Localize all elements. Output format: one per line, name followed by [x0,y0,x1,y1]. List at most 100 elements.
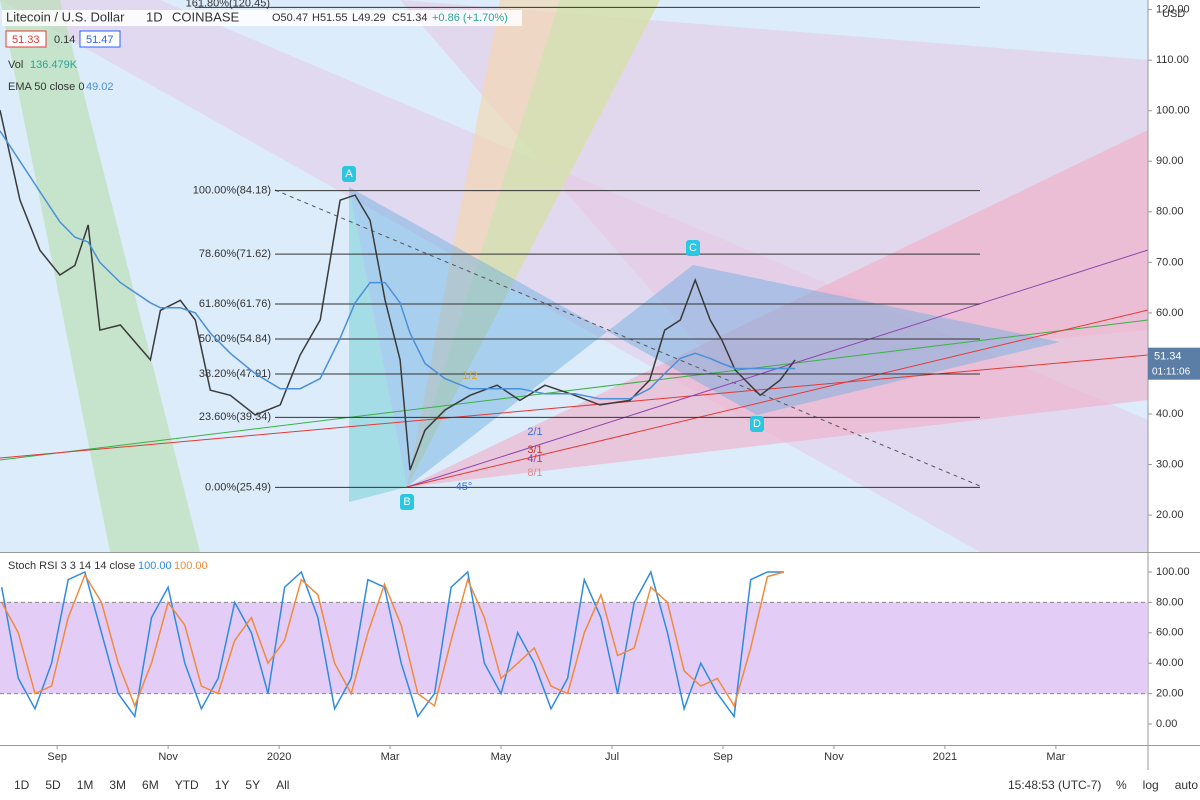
currency: USD [1162,8,1185,20]
y-tick-label: 20.00 [1156,688,1184,700]
volume-label: Vol [8,59,23,71]
ema-label: EMA 50 close 0 [8,81,84,93]
clock-text: 15:48:53 (UTC-7) [1008,778,1102,792]
stoch-d: 100.00 [174,560,208,572]
ask-box [79,30,121,48]
chart-area: Litecoin / U.S. Dollar 1D COINBASE O50.4… [0,0,1200,770]
x-tick-label: Nov [158,751,178,763]
point-badge [750,416,764,432]
point-label: B [403,496,410,508]
y-tick-label: 120.00 [1156,4,1190,16]
x-tick-label: Sep [47,751,67,763]
bid-box [5,30,47,48]
legend-bg [2,10,522,26]
range-button[interactable]: 1D [14,778,30,792]
percent-button[interactable]: % [1116,778,1127,792]
auto-button[interactable]: auto [1174,778,1199,792]
y-tick-label: 80.00 [1156,596,1184,608]
y-tick-label: 40.00 [1156,408,1184,420]
y-tick-label: 70.00 [1156,256,1184,268]
price-tag [1148,347,1200,380]
stoch-band [0,602,1148,694]
point-label: D [753,418,761,430]
y-tick-label: 20.00 [1156,509,1184,521]
countdown: 01:11:06 [1152,366,1191,377]
log-button[interactable]: log [1142,778,1159,792]
point-label: A [345,168,353,180]
x-tick-label: 2021 [933,751,957,763]
fan-label: 45° [456,481,473,493]
fan-label: 1/2 [462,370,477,382]
fan-line [406,309,1149,488]
ask: 51.47 [86,34,114,46]
y-tick-label: 0.00 [1156,718,1177,730]
point-badge [400,494,414,510]
trend-line [0,354,1149,459]
range-button[interactable]: 3M [109,778,127,792]
price-tag-label: 51.34 [1154,351,1182,363]
fib-label: 50.00%(54.84) [199,333,271,345]
exchange: COINBASE [172,9,240,24]
volume: 136.479K [30,59,78,71]
fan-label: 4/1 [527,453,542,465]
change: +0.86 (+1.70%) [432,12,508,24]
price-axis [1148,0,1200,770]
fib-label: 61.80%(61.76) [199,298,271,310]
x-tick-label: Jul [605,751,619,763]
fib-label: 38.20%(47.91) [199,368,271,380]
stoch-title: Stoch RSI 3 3 14 14 close [8,560,135,572]
x-tick-label: Mar [1046,751,1065,763]
y-tick-label: 100.00 [1156,566,1190,578]
range-button[interactable]: 5Y [245,778,261,792]
y-tick-label: 100.00 [1156,105,1190,117]
fan-label: 3/1 [527,444,542,456]
x-tick-label: 2020 [267,751,291,763]
x-tick-label: Mar [381,751,400,763]
y-tick-label: 90.00 [1156,155,1184,167]
series-line [0,130,796,400]
x-tick-label: Nov [824,751,844,763]
xabcd [349,187,1060,487]
bid: 51.33 [12,34,40,46]
fib-label: 100.00%(84.18) [193,185,271,197]
y-tick-label: 80.00 [1156,206,1184,218]
fan-label: 2/1 [527,426,542,438]
series-line [0,110,796,471]
y-tick-label: 110.00 [1156,54,1189,66]
range-button[interactable]: 1Y [214,778,230,792]
point-label: C [689,242,697,254]
y-tick-label: 30.00 [1156,458,1184,470]
y-tick-label: 60.00 [1156,307,1184,319]
y-tick-label: 40.00 [1156,657,1184,669]
clock: 15:48:53 (UTC-7) [1000,770,1109,800]
fib-label: 23.60%(39.34) [199,411,271,423]
high: H51.55 [312,12,347,24]
range-button[interactable]: All [276,778,290,792]
range-button[interactable]: 6M [142,778,159,792]
range-button[interactable]: 1M [76,778,94,792]
spread: 0.14 [54,34,75,46]
close: C51.34 [392,12,427,24]
scale-buttons: % log auto [1108,770,1200,800]
x-tick-label: Sep [713,751,733,763]
y-tick-label: 60.00 [1156,627,1184,639]
fib-label: 161.80%(120.45) [186,0,270,9]
ema-value: 49.02 [86,81,114,93]
range-bar: 1D 5D 1M 3M 6M YTD 1Y 5Y All [6,770,297,800]
symbol: Litecoin / U.S. Dollar [6,9,125,24]
range-button[interactable]: YTD [174,778,199,792]
point-badge [686,240,700,256]
trend-line [0,319,1149,461]
open: O50.47 [272,12,308,24]
interval: 1D [146,9,163,24]
fan-zone [0,0,200,552]
fib-label: 0.00%(25.49) [205,481,271,493]
series-line [1,571,785,708]
fan-label: 8/1 [527,467,542,479]
point-badge [342,166,356,182]
fan-zone [407,0,660,487]
x-tick-label: May [491,751,512,763]
stoch-k: 100.00 [138,560,172,572]
range-button[interactable]: 5D [45,778,61,792]
